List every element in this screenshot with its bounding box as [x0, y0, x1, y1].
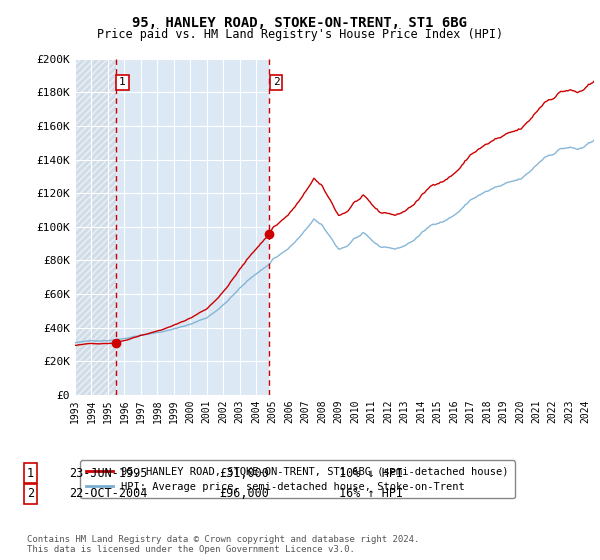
- Text: 1: 1: [27, 466, 34, 480]
- Text: 22-OCT-2004: 22-OCT-2004: [69, 487, 148, 501]
- Text: 23-JUN-1995: 23-JUN-1995: [69, 466, 148, 480]
- Text: Price paid vs. HM Land Registry's House Price Index (HPI): Price paid vs. HM Land Registry's House …: [97, 28, 503, 41]
- Text: 95, HANLEY ROAD, STOKE-ON-TRENT, ST1 6BG: 95, HANLEY ROAD, STOKE-ON-TRENT, ST1 6BG: [133, 16, 467, 30]
- Text: 1: 1: [119, 77, 126, 87]
- Text: £31,000: £31,000: [219, 466, 269, 480]
- Text: 10% ↓ HPI: 10% ↓ HPI: [339, 466, 403, 480]
- Bar: [116, 59, 269, 395]
- Text: 16% ↑ HPI: 16% ↑ HPI: [339, 487, 403, 501]
- Legend: 95, HANLEY ROAD, STOKE-ON-TRENT, ST1 6BG (semi-detached house), HPI: Average pri: 95, HANLEY ROAD, STOKE-ON-TRENT, ST1 6BG…: [80, 460, 515, 498]
- Text: 2: 2: [27, 487, 34, 501]
- Text: £96,000: £96,000: [219, 487, 269, 501]
- Text: Contains HM Land Registry data © Crown copyright and database right 2024.
This d: Contains HM Land Registry data © Crown c…: [27, 535, 419, 554]
- Bar: [75, 59, 116, 395]
- Text: 2: 2: [273, 77, 280, 87]
